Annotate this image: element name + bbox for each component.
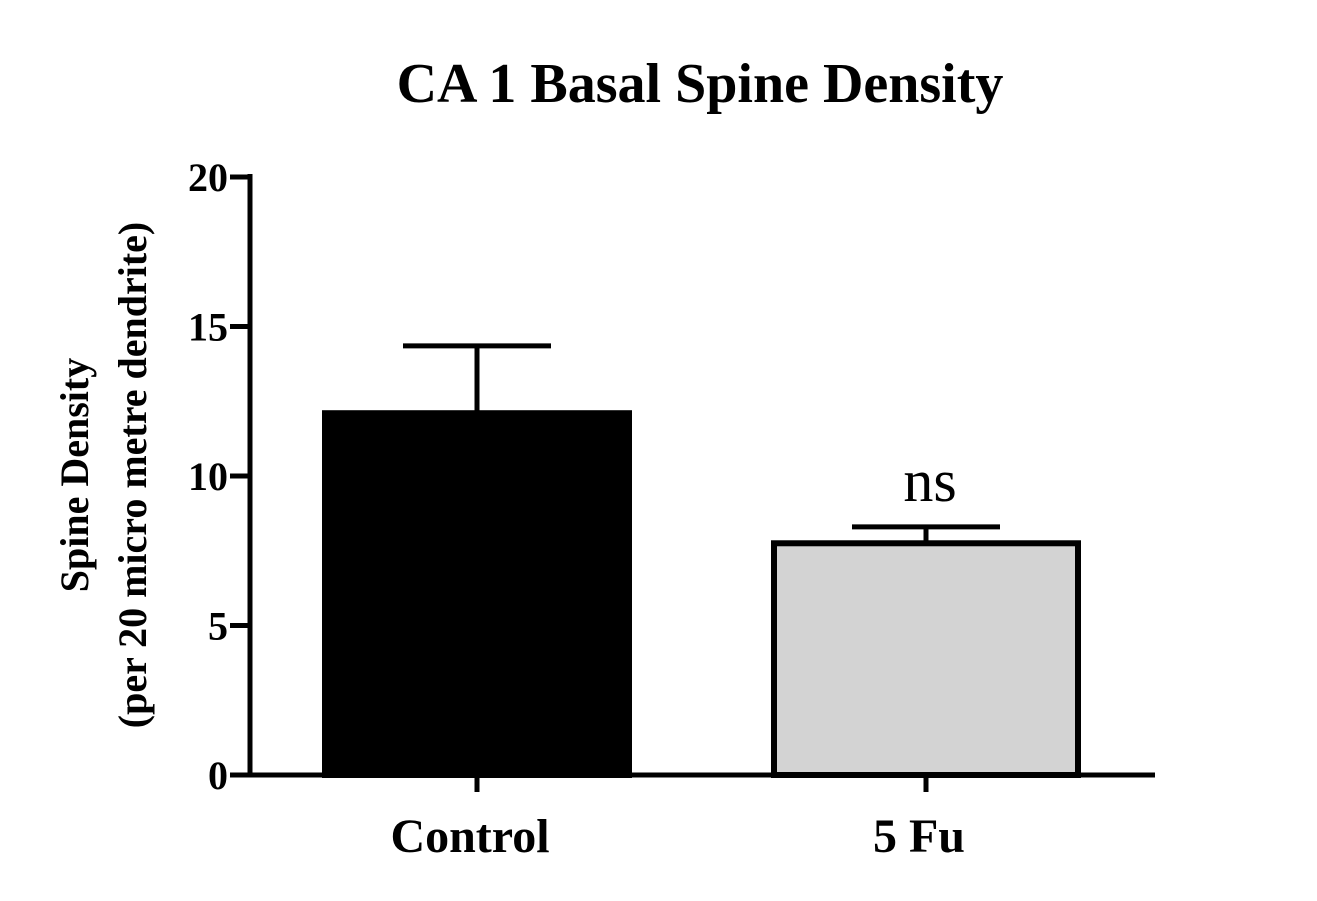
y-tick-label: 20 xyxy=(188,155,228,200)
y-tick-label: 0 xyxy=(208,753,228,798)
significance-label-5-fu: ns xyxy=(903,448,956,514)
y-axis-label-line-1: Spine Density xyxy=(52,358,97,593)
bar-5-fu xyxy=(771,540,1081,779)
y-tick-label: 15 xyxy=(188,305,228,350)
x-tick-label-control: Control xyxy=(390,810,549,863)
chart-title: CA 1 Basal Spine Density xyxy=(397,53,1004,115)
bar-control xyxy=(322,410,632,778)
y-tick-label: 5 xyxy=(208,604,228,649)
x-tick-label-5-fu: 5 Fu xyxy=(873,810,965,863)
y-axis-label-line-2: (per 20 micro metre dendrite) xyxy=(110,222,155,729)
y-tick-label: 10 xyxy=(188,454,228,499)
